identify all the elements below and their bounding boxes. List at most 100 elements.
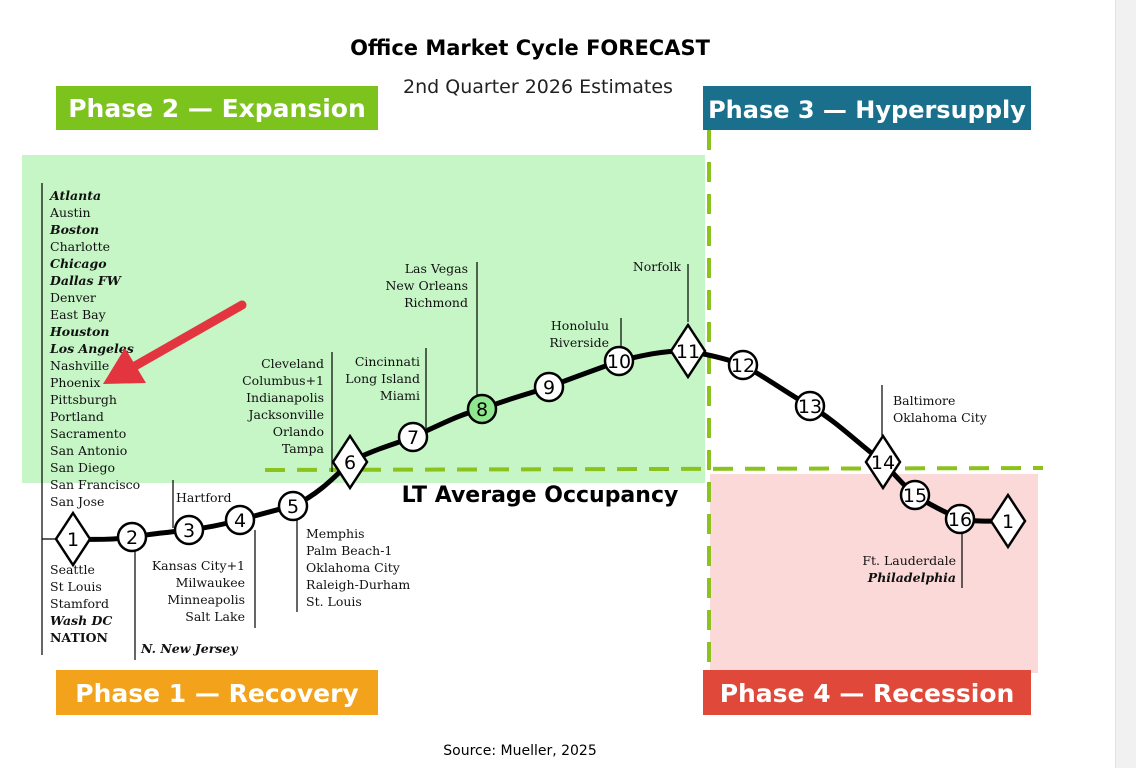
cycle-point-label: 4 xyxy=(234,510,246,532)
city-label: San Diego xyxy=(50,460,115,475)
city-label: Honolulu xyxy=(551,318,609,333)
city-label: Minneapolis xyxy=(167,592,245,607)
city-label: Boston xyxy=(49,222,99,237)
cycle-point-circle xyxy=(727,349,759,381)
city-label: Long Island xyxy=(345,371,420,386)
cycle-point-diamond xyxy=(331,433,369,491)
cycle-point-circle xyxy=(533,371,565,403)
cycle-point-circle xyxy=(397,421,429,453)
cycle-point-label: 1 xyxy=(67,529,79,551)
city-label: Milwaukee xyxy=(176,575,245,590)
city-label: Salt Lake xyxy=(185,609,245,624)
lt-average-occupancy-line xyxy=(264,466,1044,472)
cycle-point-diamond xyxy=(864,433,902,491)
city-label: Denver xyxy=(50,290,96,305)
cycle-point-circle xyxy=(466,393,498,425)
city-label: Philadelphia xyxy=(867,570,956,585)
city-label: Cleveland xyxy=(261,356,324,371)
city-label: Riverside xyxy=(549,335,609,350)
city-label: Sacramento xyxy=(50,426,126,441)
cycle-point-circle xyxy=(794,390,826,422)
cycle-point-label: 8 xyxy=(476,399,488,421)
chart-title: Office Market Cycle FORECAST xyxy=(350,36,710,60)
city-label: Norfolk xyxy=(633,259,682,274)
city-label: Palm Beach-1 xyxy=(306,543,392,558)
lt-average-occupancy-label: LT Average Occupancy xyxy=(402,483,679,508)
city-label: Los Angeles xyxy=(49,341,134,356)
city-label: Tampa xyxy=(282,441,325,456)
cycle-point-label: 16 xyxy=(948,509,972,531)
cycle-point-diamond xyxy=(989,492,1027,550)
cycle-point-label: 9 xyxy=(543,377,555,399)
city-label: Raleigh-Durham xyxy=(306,577,410,592)
cycle-point-label: 6 xyxy=(344,452,356,474)
city-label: San Francisco xyxy=(50,477,140,492)
city-label: Wash DC xyxy=(50,613,112,628)
leader-lines xyxy=(41,183,963,660)
city-label: New Orleans xyxy=(385,278,468,293)
phase-3-banner xyxy=(703,86,1031,130)
highlight-arrow xyxy=(103,300,247,384)
city-label: San Jose xyxy=(50,494,104,509)
city-label: San Antonio xyxy=(50,443,127,458)
cycle-point-label: 5 xyxy=(287,496,299,518)
city-label: Baltimore xyxy=(893,393,955,408)
city-label: Houston xyxy=(49,324,109,339)
cycle-point-diamond xyxy=(54,510,92,568)
city-label: Orlando xyxy=(273,424,324,439)
cycle-point-circle xyxy=(899,479,931,511)
city-label: Dallas FW xyxy=(49,273,123,288)
cycle-point-label: 10 xyxy=(607,351,631,373)
cycle-point-label: 15 xyxy=(903,485,927,507)
city-label: St Louis xyxy=(50,579,102,594)
cycle-point-circle xyxy=(173,514,205,546)
city-lists: Atlanta Austin Boston Charlotte Chicago Dalla… xyxy=(49,188,988,656)
city-label: Kansas City+1 xyxy=(152,558,245,573)
city-label: NATION xyxy=(50,630,108,645)
city-label: Memphis xyxy=(306,526,365,541)
city-label: Charlotte xyxy=(50,239,110,254)
city-label: Chicago xyxy=(50,256,107,271)
expansion-zone xyxy=(22,155,705,483)
phase-4-banner xyxy=(703,670,1031,715)
city-label: Jacksonville xyxy=(247,407,324,422)
cycle-point-circle xyxy=(944,503,976,535)
cycle-point-circle xyxy=(277,490,309,522)
chart-subtitle: 2nd Quarter 2026 Estimates xyxy=(403,76,673,98)
scrollbar[interactable] xyxy=(1115,0,1136,768)
city-label: Miami xyxy=(380,388,420,403)
city-label: Ft. Lauderdale xyxy=(862,553,956,568)
city-label: Oklahoma City xyxy=(893,410,988,425)
cycle-point-circle xyxy=(224,504,256,536)
phase-4-label: Phase 4 — Recession xyxy=(720,679,1015,708)
cycle-point-circle xyxy=(116,521,148,553)
city-label: Pittsburgh xyxy=(50,392,117,407)
cycle-point-label: 11 xyxy=(676,341,700,363)
arrow-head xyxy=(103,348,146,384)
source-note: Source: Mueller, 2025 xyxy=(443,743,597,759)
phase-1-banner xyxy=(56,670,378,715)
cycle-point-label: 3 xyxy=(183,520,195,542)
city-label: Seattle xyxy=(50,562,95,577)
city-label: Columbus+1 xyxy=(242,373,324,388)
cycle-point-label: 14 xyxy=(871,452,895,474)
cycle-point-label: 7 xyxy=(407,427,419,449)
city-label: Hartford xyxy=(176,490,231,505)
city-label: Phoenix xyxy=(50,375,100,390)
city-label: Oklahoma City xyxy=(306,560,401,575)
recession-zone xyxy=(710,474,1038,673)
city-label: Indianapolis xyxy=(246,390,324,405)
city-label: Atlanta xyxy=(49,188,101,203)
cycle-point-label: 2 xyxy=(126,527,138,549)
cycle-point-circle xyxy=(603,345,635,377)
arrow-shaft xyxy=(130,300,247,371)
phase-2-banner xyxy=(56,86,378,130)
city-label: Las Vegas xyxy=(405,261,468,276)
cycle-point-label: 1 xyxy=(1002,511,1014,533)
cycle-point-diamond xyxy=(669,322,707,380)
cycle-point-label: 12 xyxy=(731,355,755,377)
phase-1-label: Phase 1 — Recovery xyxy=(75,679,358,708)
city-label: Stamford xyxy=(50,596,109,611)
